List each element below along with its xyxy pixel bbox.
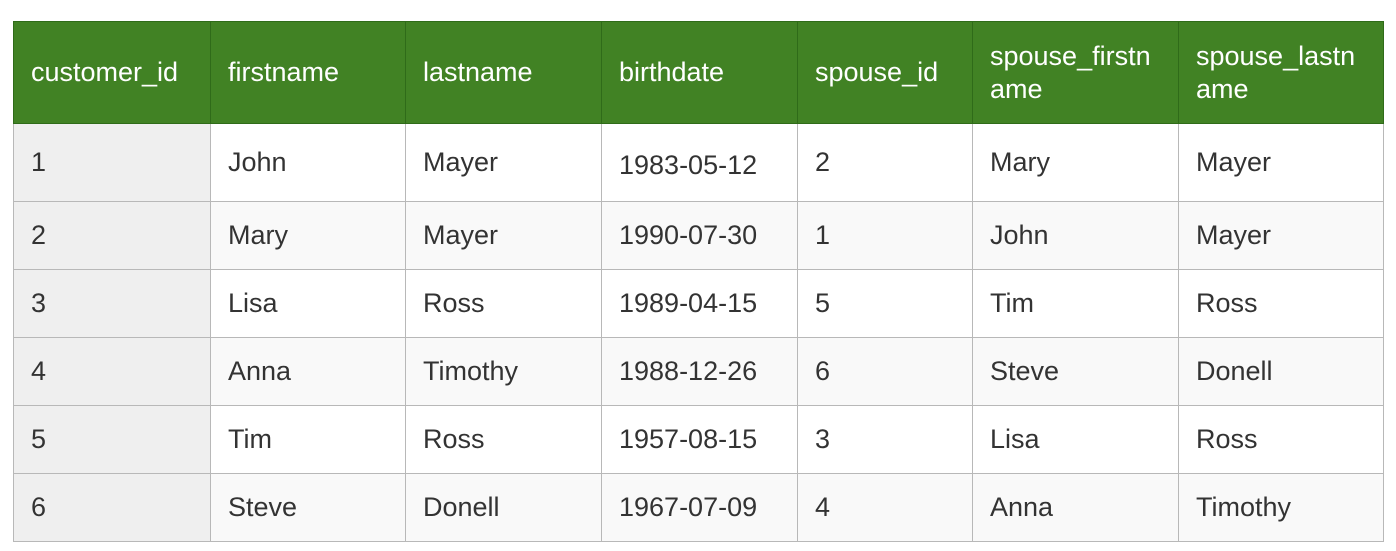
header-customer-id: customer_id xyxy=(13,21,211,124)
header-row: customer_id firstname lastname birthdate… xyxy=(13,21,1384,124)
cell-spouse-id: 1 xyxy=(797,201,973,270)
cell-spouse-id: 3 xyxy=(797,405,973,474)
cell-firstname: John xyxy=(210,123,406,202)
header-firstname: firstname xyxy=(210,21,406,124)
table-header: customer_id firstname lastname birthdate… xyxy=(13,21,1384,124)
cell-lastname: Timothy xyxy=(405,337,602,406)
cell-spouse-lastname: Donell xyxy=(1178,337,1384,406)
table-row: 5 Tim Ross 1957-08-15 3 Lisa Ross xyxy=(13,405,1384,474)
cell-firstname: Mary xyxy=(210,201,406,270)
cell-customer-id: 6 xyxy=(13,473,211,542)
header-lastname: lastname xyxy=(405,21,602,124)
cell-spouse-firstname: Lisa xyxy=(972,405,1179,474)
table-row: 1 John Mayer 1983-05-12 2 Mary Mayer xyxy=(13,123,1384,202)
cell-customer-id: 1 xyxy=(13,123,211,202)
cell-birthdate: 1989-04-15 xyxy=(601,269,798,338)
table-body: 1 John Mayer 1983-05-12 2 Mary Mayer 2 M… xyxy=(13,123,1384,542)
cell-spouse-firstname: Steve xyxy=(972,337,1179,406)
cell-spouse-lastname: Timothy xyxy=(1178,473,1384,542)
customers-table-container: customer_id firstname lastname birthdate… xyxy=(13,21,1384,542)
cell-spouse-lastname: Ross xyxy=(1178,269,1384,338)
cell-spouse-lastname: Ross xyxy=(1178,405,1384,474)
cell-birthdate: 1990-07-30 xyxy=(601,201,798,270)
table-row: 2 Mary Mayer 1990-07-30 1 John Mayer xyxy=(13,201,1384,270)
cell-spouse-firstname: Mary xyxy=(972,123,1179,202)
cell-firstname: Steve xyxy=(210,473,406,542)
table-row: 3 Lisa Ross 1989-04-15 5 Tim Ross xyxy=(13,269,1384,338)
cell-firstname: Lisa xyxy=(210,269,406,338)
cell-spouse-id: 2 xyxy=(797,123,973,202)
table-row: 4 Anna Timothy 1988-12-26 6 Steve Donell xyxy=(13,337,1384,406)
header-birthdate: birthdate xyxy=(601,21,798,124)
header-spouse-firstname: spouse_firstname xyxy=(972,21,1179,124)
cell-lastname: Mayer xyxy=(405,201,602,270)
cell-firstname: Anna xyxy=(210,337,406,406)
header-spouse-id: spouse_id xyxy=(797,21,973,124)
customers-table: customer_id firstname lastname birthdate… xyxy=(13,21,1384,542)
cell-lastname: Mayer xyxy=(405,123,602,202)
cell-lastname: Ross xyxy=(405,405,602,474)
cell-spouse-firstname: John xyxy=(972,201,1179,270)
cell-spouse-id: 6 xyxy=(797,337,973,406)
cell-birthdate: 1957-08-15 xyxy=(601,405,798,474)
cell-firstname: Tim xyxy=(210,405,406,474)
cell-customer-id: 5 xyxy=(13,405,211,474)
cell-spouse-id: 4 xyxy=(797,473,973,542)
table-row: 6 Steve Donell 1967-07-09 4 Anna Timothy xyxy=(13,473,1384,542)
cell-customer-id: 3 xyxy=(13,269,211,338)
cell-birthdate: 1988-12-26 xyxy=(601,337,798,406)
cell-lastname: Donell xyxy=(405,473,602,542)
cell-birthdate: 1983-05-12 xyxy=(601,123,798,202)
cell-spouse-id: 5 xyxy=(797,269,973,338)
cell-spouse-lastname: Mayer xyxy=(1178,123,1384,202)
cell-lastname: Ross xyxy=(405,269,602,338)
cell-spouse-lastname: Mayer xyxy=(1178,201,1384,270)
header-spouse-lastname: spouse_lastname xyxy=(1178,21,1384,124)
cell-birthdate: 1967-07-09 xyxy=(601,473,798,542)
cell-customer-id: 4 xyxy=(13,337,211,406)
cell-spouse-firstname: Anna xyxy=(972,473,1179,542)
cell-spouse-firstname: Tim xyxy=(972,269,1179,338)
cell-customer-id: 2 xyxy=(13,201,211,270)
